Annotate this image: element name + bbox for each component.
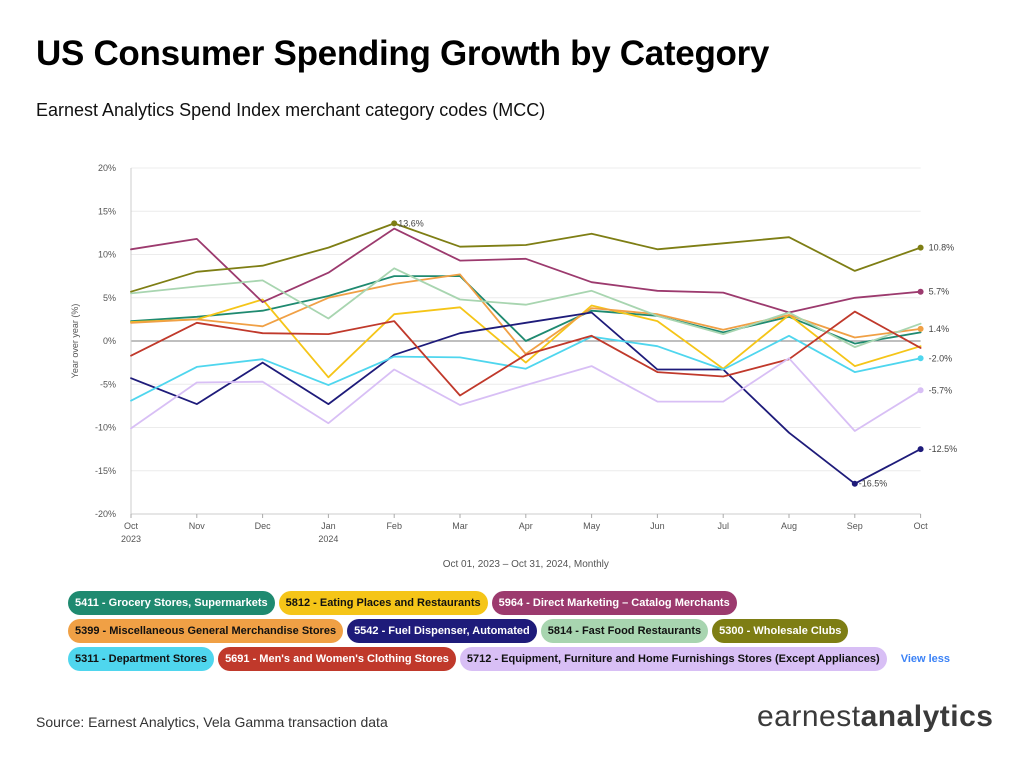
x-tick-label: May — [583, 521, 601, 531]
x-tick-label: Oct — [914, 521, 929, 531]
x-tick-label: Mar — [452, 521, 468, 531]
x-tick-label: Sep — [847, 521, 863, 531]
y-tick-label: 0% — [103, 336, 116, 346]
x-tick-label: Nov — [189, 521, 206, 531]
logo-part-analytics: analytics — [860, 700, 994, 733]
x-tick-label: Apr — [519, 521, 533, 531]
x-year-label: 2023 — [121, 534, 141, 544]
logo-part-earnest: earnest — [757, 700, 861, 733]
chart-title: US Consumer Spending Growth by Category — [36, 34, 770, 73]
x-tick-label: Oct — [124, 521, 139, 531]
x-tick-label: Feb — [386, 521, 402, 531]
x-tick-label: Dec — [255, 521, 272, 531]
view-less-link[interactable]: View less — [900, 653, 951, 665]
end-point — [917, 355, 924, 362]
legend-row: 5399 - Miscellaneous General Merchandise… — [68, 619, 968, 643]
y-tick-label: -20% — [95, 509, 116, 519]
end-point — [917, 325, 924, 332]
series-line-5542 — [130, 311, 922, 485]
chart-subtitle: Earnest Analytics Spend Index merchant c… — [36, 100, 546, 120]
legend-chip-5814[interactable]: 5814 - Fast Food Restaurants — [540, 619, 709, 643]
end-label: -2.0% — [929, 353, 953, 363]
series-line-5712 — [130, 357, 922, 432]
line-chart: 20% 15% 10% 5% 0% -5% -10% -15% -20% Year over ye… — [70, 163, 958, 570]
end-label: 5.7% — [929, 287, 950, 297]
legend-row: 5311 - Department Stores 5691 - Men's and… — [68, 647, 968, 671]
legend-chip-5300[interactable]: 5300 - Wholesale Clubs — [712, 619, 849, 643]
series-line-5411 — [130, 275, 922, 345]
legend-chip-5399[interactable]: 5399 - Miscellaneous General Merchandise… — [68, 619, 344, 643]
x-tick-label: Jan — [321, 521, 336, 531]
y-tick-label: -5% — [100, 379, 116, 389]
series-line-5311 — [130, 334, 922, 402]
x-year-label: 2024 — [318, 534, 338, 544]
earnest-analytics-logo: earnestanalytics — [757, 700, 994, 734]
legend-chip-5411[interactable]: 5411 - Grocery Stores, Supermarkets — [68, 591, 275, 615]
end-point — [917, 244, 924, 251]
end-label: 10.8% — [929, 243, 955, 253]
legend-chip-5542[interactable]: 5542 - Fuel Dispenser, Automated — [347, 619, 537, 643]
annotation-point — [851, 480, 858, 487]
x-tick-label: Aug — [781, 521, 797, 531]
legend: 5411 - Grocery Stores, Supermarkets 5812 … — [68, 591, 968, 675]
end-point — [917, 387, 924, 394]
annotation-label: 13.6% — [398, 218, 424, 228]
legend-chip-5964[interactable]: 5964 - Direct Marketing – Catalog Mercha… — [491, 591, 737, 615]
y-tick-label: -10% — [95, 423, 116, 433]
end-label: -5.7% — [929, 385, 953, 395]
y-tick-label: 15% — [98, 206, 116, 216]
legend-chip-5712[interactable]: 5712 - Equipment, Furniture and Home Fur… — [459, 647, 887, 671]
date-range-label: Oct 01, 2023 – Oct 31, 2024, Monthly — [443, 559, 609, 570]
legend-row: 5411 - Grocery Stores, Supermarkets 5812 … — [68, 591, 968, 615]
legend-chip-5311[interactable]: 5311 - Department Stores — [68, 647, 215, 671]
y-tick-label: 20% — [98, 163, 116, 173]
x-tick-label: Jun — [650, 521, 665, 531]
x-tick-label: Jul — [717, 521, 729, 531]
series-line-5814 — [130, 267, 922, 349]
end-point — [917, 446, 924, 453]
annotation-point — [391, 220, 398, 227]
y-tick-label: -15% — [95, 466, 116, 476]
annotation-label: -16.5% — [859, 479, 888, 489]
legend-chip-5691[interactable]: 5691 - Men's and Women's Clothing Stores — [218, 647, 456, 671]
series-line-5300 — [130, 222, 922, 293]
end-point — [917, 288, 924, 295]
y-axis-label: Year over year (%) — [70, 304, 80, 379]
series-line-5964 — [130, 227, 922, 314]
y-tick-label: 5% — [103, 293, 116, 303]
end-label: -12.5% — [929, 444, 958, 454]
legend-chip-5812[interactable]: 5812 - Eating Places and Restaurants — [278, 591, 488, 615]
source-note: Source: Earnest Analytics, Vela Gamma tr… — [36, 714, 388, 730]
end-label: 1.4% — [929, 324, 950, 334]
y-tick-label: 10% — [98, 250, 116, 260]
